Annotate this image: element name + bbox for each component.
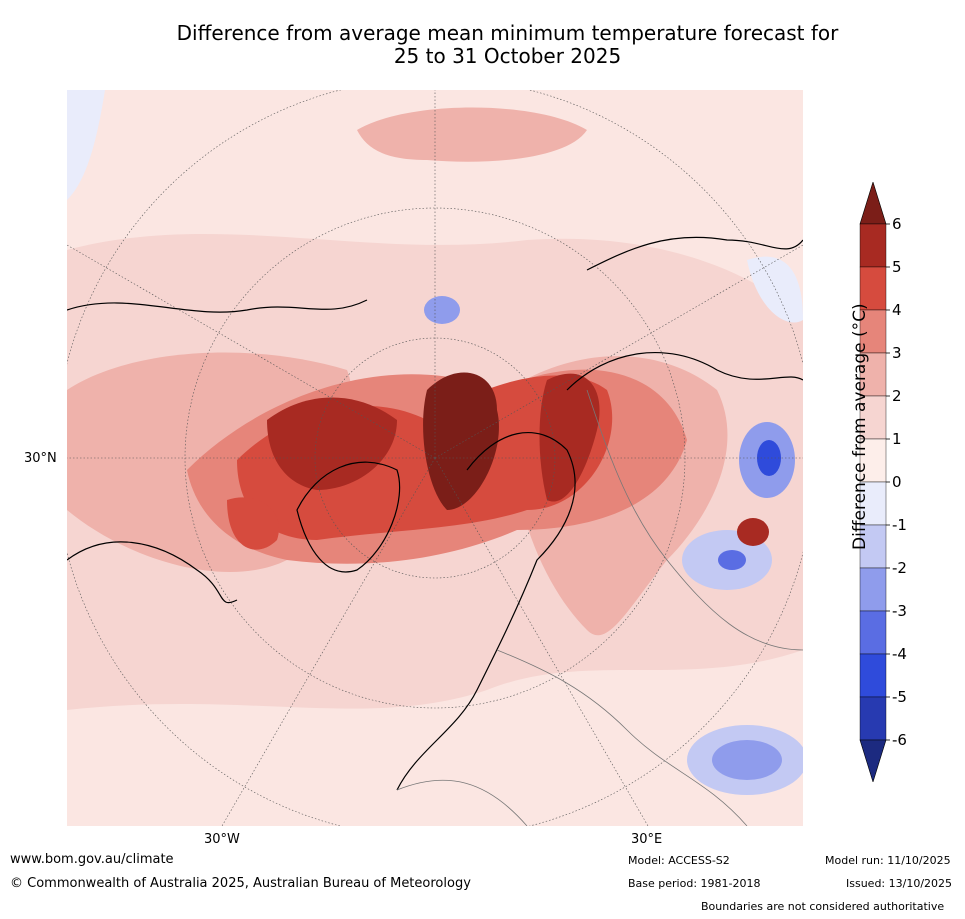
chart-title: Difference from average mean minimum tem… [0,22,965,68]
colorbar-segment [859,223,887,268]
darkred-mongolia [737,518,769,546]
model-name: Model: ACCESS-S2 [628,854,730,867]
colorbar-tick-label: 0 [892,473,902,491]
lon-label-30e: 30°E [631,832,663,847]
colorbar-label: Difference from average (°C) [850,303,870,550]
colorbar-segment [859,653,887,698]
colorbar-segment [859,696,887,741]
blue-arctic-patch [424,296,460,324]
colorbar-arrow-bottom [859,739,887,782]
colorbar-arrow-top [859,182,887,225]
red-labrador [227,497,279,550]
colorbar-tick-label: -4 [892,645,907,663]
colorbar-segment [859,610,887,655]
colorbar: 6 5 4 3 2 1 0 -1 -2 -3 -4 -5 -6 [859,182,907,782]
colorbar-segment [859,395,887,440]
colorbar-tick-label: 5 [892,258,902,276]
colorbar-segment [859,567,887,612]
darkred-core-east [423,372,499,510]
disclaimer: Boundaries are not considered authoritat… [701,900,945,913]
colorbar-segment [859,266,887,311]
issued-date: Issued: 13/10/2025 [846,877,953,890]
pale-blue-ne [747,256,803,323]
colorbar-segment [859,352,887,397]
colorbar-tick-label: 3 [892,344,902,362]
colorbar-segment [859,481,887,526]
colorbar-tick-label: 6 [892,215,902,233]
anomaly-map [67,90,803,826]
colorbar-tick-label: -1 [892,516,907,534]
colorbar-tick-label: -5 [892,688,907,706]
coastlines [67,236,803,791]
graticule [67,90,803,826]
colorbar-segment [859,438,887,483]
colorbar-tick-label: 2 [892,387,902,405]
darkred-core-west [267,397,397,490]
blue-central-asia-core [712,740,782,780]
colorbar-tick-label: 4 [892,301,902,319]
model-run: Model run: 11/10/2025 [825,854,951,867]
colorbar-segment [859,309,887,354]
colorbar-tick-label: -3 [892,602,907,620]
lon-label-30w: 30°W [204,832,240,847]
title-line-1: Difference from average mean minimum tem… [176,21,839,45]
colorbar-tick-label: -6 [892,731,907,749]
title-line-2: 25 to 31 October 2025 [393,44,622,68]
website-link[interactable]: www.bom.gov.au/climate [10,852,174,867]
pink-north-patch [357,107,587,162]
lat-label-30n: 30°N [24,451,57,466]
copyright: © Commonwealth of Australia 2025, Austra… [10,876,471,891]
colorbar-tick-label: -2 [892,559,907,577]
pale-blue-nw [67,90,105,200]
colorbar-segment [859,524,887,569]
blue-siberia-core [718,550,746,570]
colorbar-tick-label: 1 [892,430,902,448]
base-period: Base period: 1981-2018 [628,877,761,890]
borders [396,389,803,826]
